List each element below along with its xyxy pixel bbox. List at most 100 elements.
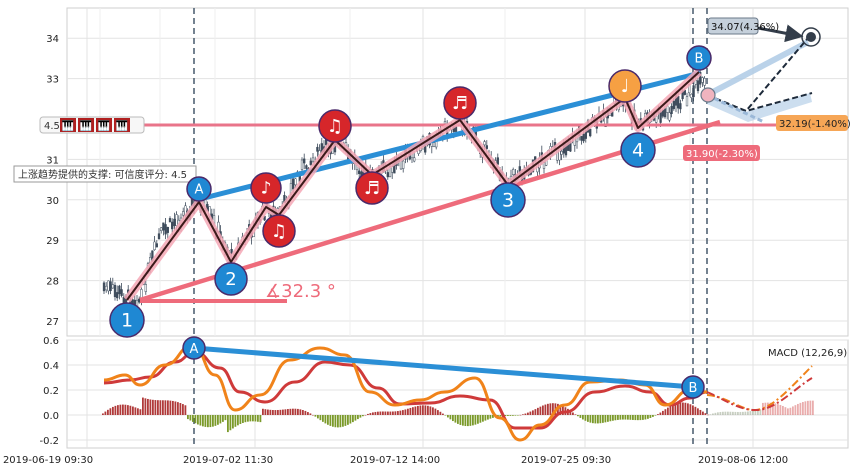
macd-bar (807, 400, 809, 415)
macd-bar (307, 412, 309, 415)
svg-text:32.19(-1.40%): 32.19(-1.40%) (779, 119, 851, 130)
macd-bar (592, 415, 594, 424)
macd-bar (207, 415, 209, 428)
macd-bar (132, 406, 134, 415)
macd-bar (422, 405, 424, 415)
svg-text:🎹: 🎹 (62, 119, 74, 132)
svg-text:♬: ♬ (364, 178, 380, 199)
macd-bar (802, 402, 804, 415)
macd-bar (787, 408, 789, 415)
macd-bar (332, 415, 334, 427)
macd-bar (674, 403, 677, 415)
macd-bar (517, 415, 519, 416)
macd-bar (634, 415, 637, 421)
svg-text:34.07(4.36%): 34.07(4.36%) (711, 22, 779, 33)
macd-bar (602, 415, 604, 423)
svg-text:♩: ♩ (621, 76, 630, 97)
macd-bar (547, 403, 549, 415)
macd-bar (327, 415, 329, 425)
support-annotation-text: 上涨趋势提供的支撑: 可信度评分: 4.5 (18, 168, 187, 181)
candle (692, 81, 695, 102)
support-annotation: 上涨趋势提供的支撑: 可信度评分: 4.5 (13, 165, 197, 183)
svg-text:🎹: 🎹 (80, 119, 92, 132)
macd-bar (152, 399, 154, 415)
svg-text:A: A (190, 342, 199, 357)
macd-bar (359, 415, 362, 418)
macd-bar (119, 404, 122, 415)
macd-bar (312, 414, 314, 416)
macd-bar (507, 415, 509, 416)
macd-bar (677, 403, 679, 415)
macd-bar (489, 415, 492, 419)
macd-bar (764, 402, 767, 415)
support-badge: 🎹 (114, 118, 130, 132)
macd-bar (142, 397, 144, 415)
macd-bar (144, 398, 147, 415)
macd-bar (297, 408, 299, 415)
macd-bar (769, 402, 772, 415)
macd-bar (779, 404, 782, 415)
macd-bar (264, 409, 267, 415)
macd-tick-label: 0.6 (43, 336, 59, 347)
macd-bar (239, 415, 242, 425)
macd-bar (672, 404, 674, 415)
macd-bar (127, 405, 129, 415)
price-tick-label: 33 (46, 75, 59, 86)
macd-bar (464, 415, 467, 427)
macd-bar (747, 411, 749, 415)
macd-bar (584, 415, 587, 421)
candle (153, 236, 156, 251)
candle (109, 277, 112, 295)
macd-bar (524, 413, 527, 415)
macd-bar (664, 409, 667, 415)
macd-bar (699, 409, 702, 415)
candle (580, 135, 583, 145)
macd-bar (579, 415, 582, 418)
macd-bar (372, 412, 374, 415)
macd-bar (389, 411, 392, 415)
macd-bar (799, 402, 802, 415)
macd-bar (684, 402, 687, 415)
price-tick-label: 29 (46, 236, 59, 247)
macd-bar (309, 413, 312, 415)
svg-text:1: 1 (121, 309, 133, 331)
candle (386, 168, 389, 180)
macd-bar (112, 406, 114, 415)
macd-bar (232, 415, 234, 429)
x-tick-label: 2019-07-12 14:00 (350, 455, 440, 466)
candle (685, 92, 689, 107)
macd-bar (469, 415, 472, 426)
macd-bar (452, 415, 454, 422)
macd-bar (477, 415, 479, 424)
macd-bar (324, 415, 327, 424)
macd-bar (549, 403, 552, 415)
macd-bar (294, 408, 297, 415)
price-tick-label: 27 (46, 317, 59, 328)
macd-bar (134, 407, 137, 415)
macd-bar (792, 406, 794, 415)
macd-bar (654, 415, 657, 416)
svg-text:♫: ♫ (327, 116, 343, 137)
macd-bar (597, 415, 599, 424)
macd-bar (599, 415, 602, 424)
candle (589, 128, 592, 138)
target-high-label: 34.07(4.36%) (707, 17, 779, 35)
macd-bar (614, 415, 617, 421)
svg-text:♪: ♪ (261, 179, 272, 199)
macd-bar (442, 413, 444, 415)
macd-bar (412, 407, 414, 415)
macd-bar (352, 415, 354, 423)
price-tick-label: 30 (46, 196, 59, 207)
macd-bar (809, 400, 812, 415)
pivot-badge: 4 (620, 132, 656, 168)
candle (107, 280, 110, 295)
macd-bar (727, 411, 729, 415)
macd-bar (712, 413, 714, 415)
macd-bar (184, 405, 187, 415)
macd-bar (199, 415, 202, 426)
svg-text:B: B (689, 381, 698, 396)
macd-bar (652, 415, 654, 417)
macd-bar (487, 415, 489, 420)
target-mid-label: 32.19(-1.40%) (776, 115, 851, 131)
macd-bar (317, 415, 319, 419)
